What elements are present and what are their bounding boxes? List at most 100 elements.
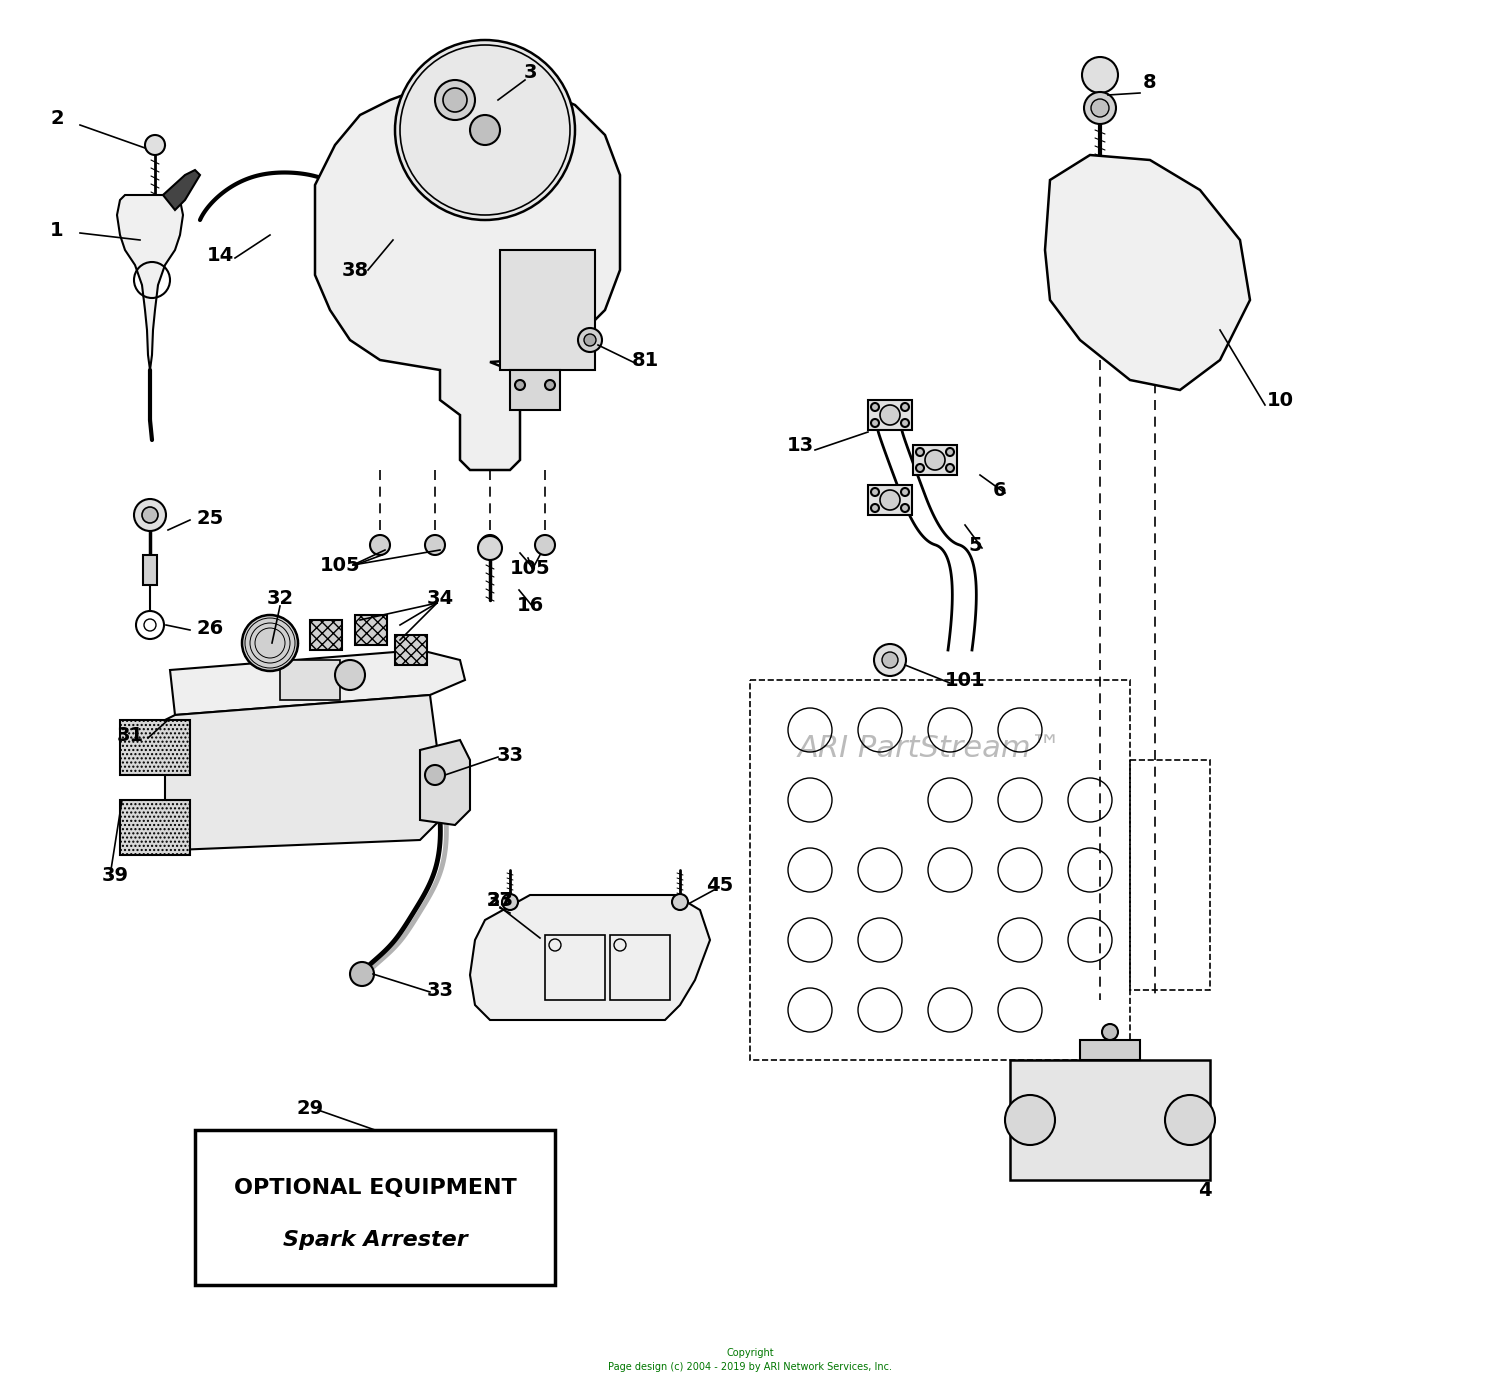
Circle shape xyxy=(584,334,596,346)
Bar xyxy=(394,635,427,665)
Polygon shape xyxy=(164,171,200,210)
Text: 26: 26 xyxy=(196,618,223,638)
Bar xyxy=(500,250,596,369)
Circle shape xyxy=(350,963,374,986)
Text: 39: 39 xyxy=(102,866,129,884)
Circle shape xyxy=(926,450,945,470)
Bar xyxy=(120,800,190,855)
Circle shape xyxy=(435,80,476,120)
Text: ARI PartStream™: ARI PartStream™ xyxy=(798,734,1062,762)
Circle shape xyxy=(1090,99,1108,118)
Bar xyxy=(120,720,190,775)
Text: 14: 14 xyxy=(207,245,234,264)
Text: 1: 1 xyxy=(50,221,64,239)
Circle shape xyxy=(442,88,466,112)
Polygon shape xyxy=(165,695,440,851)
Circle shape xyxy=(902,418,909,427)
Text: 16: 16 xyxy=(516,596,543,614)
Circle shape xyxy=(514,381,525,390)
Bar xyxy=(1080,1039,1140,1060)
Text: 105: 105 xyxy=(320,555,360,575)
Bar xyxy=(544,935,604,1000)
Circle shape xyxy=(242,616,298,672)
Text: 8: 8 xyxy=(1143,73,1156,91)
Circle shape xyxy=(424,765,445,785)
Bar xyxy=(868,400,912,429)
Circle shape xyxy=(880,404,900,425)
Circle shape xyxy=(536,534,555,555)
Text: 81: 81 xyxy=(632,351,658,369)
Text: 3: 3 xyxy=(524,63,537,81)
Bar xyxy=(1130,760,1210,990)
Circle shape xyxy=(134,499,166,532)
Circle shape xyxy=(871,488,879,497)
Bar xyxy=(195,1130,555,1286)
Circle shape xyxy=(902,488,909,497)
Circle shape xyxy=(1102,1024,1118,1039)
Circle shape xyxy=(394,41,574,220)
Text: 23: 23 xyxy=(486,891,513,909)
Circle shape xyxy=(874,644,906,676)
Circle shape xyxy=(375,220,394,241)
Text: 33: 33 xyxy=(426,981,453,999)
Text: 31: 31 xyxy=(117,726,144,744)
Text: 2: 2 xyxy=(50,109,64,127)
Circle shape xyxy=(370,534,390,555)
Text: Spark Arrester: Spark Arrester xyxy=(282,1230,468,1249)
Circle shape xyxy=(544,381,555,390)
Bar xyxy=(510,369,560,410)
Text: 29: 29 xyxy=(297,1098,324,1118)
Text: 25: 25 xyxy=(196,508,223,527)
Circle shape xyxy=(480,534,500,555)
Circle shape xyxy=(1166,1095,1215,1144)
Text: 5: 5 xyxy=(968,536,982,554)
Text: 4: 4 xyxy=(1198,1181,1212,1199)
Circle shape xyxy=(946,464,954,471)
Circle shape xyxy=(916,448,924,456)
Circle shape xyxy=(393,222,406,236)
Text: 38: 38 xyxy=(342,260,369,280)
Bar xyxy=(280,660,340,700)
Circle shape xyxy=(882,652,898,667)
Circle shape xyxy=(880,490,900,511)
Polygon shape xyxy=(315,80,620,470)
Circle shape xyxy=(146,134,165,155)
Bar xyxy=(610,935,670,1000)
Text: 101: 101 xyxy=(945,670,986,690)
Bar xyxy=(142,555,158,585)
Circle shape xyxy=(902,504,909,512)
Circle shape xyxy=(902,403,909,411)
Text: 33: 33 xyxy=(496,746,523,764)
Text: 10: 10 xyxy=(1266,390,1293,410)
Polygon shape xyxy=(170,651,465,715)
Text: OPTIONAL EQUIPMENT: OPTIONAL EQUIPMENT xyxy=(234,1178,516,1198)
Bar xyxy=(914,445,957,476)
Bar xyxy=(868,485,912,515)
Polygon shape xyxy=(470,895,710,1020)
Polygon shape xyxy=(1046,155,1250,390)
Circle shape xyxy=(871,418,879,427)
Circle shape xyxy=(334,660,364,690)
Circle shape xyxy=(672,894,688,909)
Text: 105: 105 xyxy=(510,558,550,578)
Bar xyxy=(750,680,1130,1060)
Circle shape xyxy=(503,894,518,909)
Text: 37: 37 xyxy=(486,891,513,909)
Circle shape xyxy=(1005,1095,1054,1144)
Circle shape xyxy=(946,448,954,456)
Circle shape xyxy=(916,464,924,471)
Bar xyxy=(390,225,410,235)
Bar xyxy=(310,620,342,651)
Text: 32: 32 xyxy=(267,589,294,607)
Circle shape xyxy=(424,534,445,555)
Text: 13: 13 xyxy=(786,435,813,455)
Circle shape xyxy=(470,115,500,145)
Circle shape xyxy=(871,504,879,512)
Circle shape xyxy=(478,536,502,560)
Text: 45: 45 xyxy=(706,876,734,894)
Text: 34: 34 xyxy=(426,589,453,607)
Circle shape xyxy=(871,403,879,411)
Text: 6: 6 xyxy=(993,480,1006,499)
Bar xyxy=(356,616,387,645)
Circle shape xyxy=(1082,57,1118,92)
